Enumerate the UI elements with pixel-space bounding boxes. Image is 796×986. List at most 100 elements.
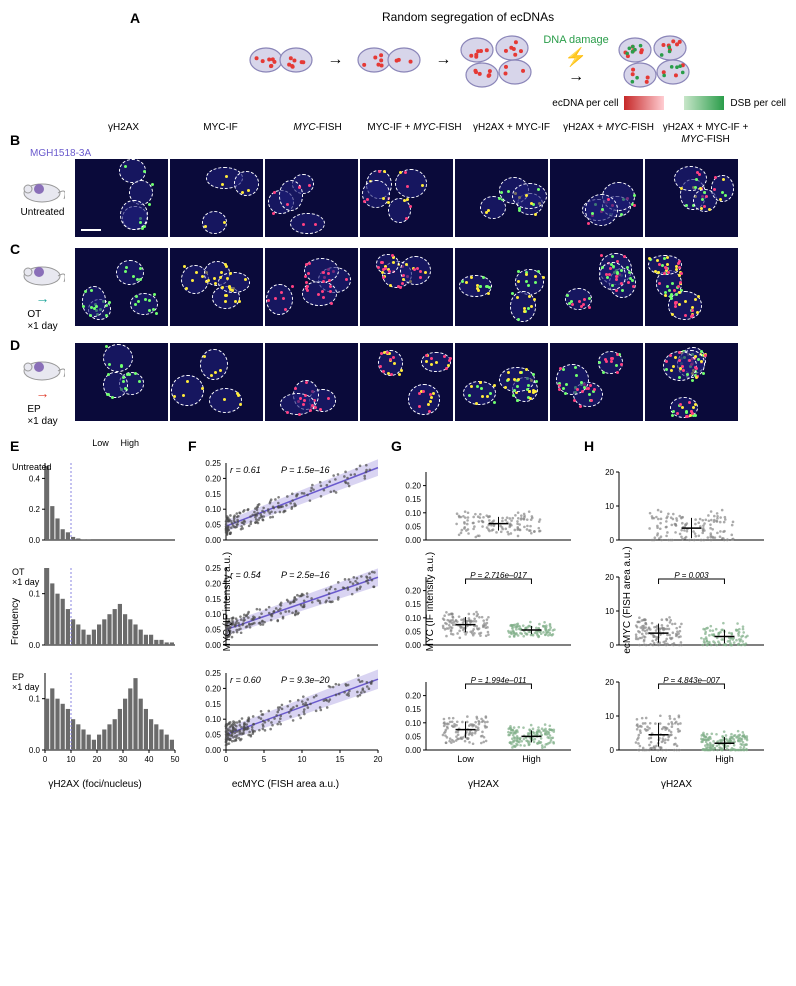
panel-c-label: C <box>10 241 20 258</box>
panel-f-ylabel: MYC (IF intensity a.u.) <box>222 552 233 651</box>
strip-1: 01020P = 0.003ecMYC (FISH area a.u.) <box>584 563 769 668</box>
microscopy-row-c: C→OT ×1 day <box>10 241 786 333</box>
svg-text:0.1: 0.1 <box>29 590 41 599</box>
svg-text:EP: EP <box>12 672 24 682</box>
panel-a: A Random segregation of ecDNAs → → DNA d… <box>10 10 786 110</box>
svg-text:0.25: 0.25 <box>205 459 221 468</box>
panel-e-xlabel: γH2AX (foci/nucleus) <box>10 779 180 790</box>
svg-text:P = 4.843e–007: P = 4.843e–007 <box>663 676 720 685</box>
svg-text:×1 day: ×1 day <box>12 577 40 587</box>
micro-image <box>360 159 453 237</box>
svg-text:P = 0.003: P = 0.003 <box>674 571 709 580</box>
svg-text:40: 40 <box>145 755 154 764</box>
svg-text:0.10: 0.10 <box>205 610 221 619</box>
svg-text:20: 20 <box>93 755 102 764</box>
svg-text:15: 15 <box>336 755 345 764</box>
cells-gen3 <box>457 30 537 90</box>
svg-text:0.2: 0.2 <box>29 505 41 514</box>
panel-a-content: Random segregation of ecDNAs → → DNA dam… <box>150 10 786 110</box>
row-left: D→EP ×1 day <box>10 337 75 429</box>
strip-0: 01020 <box>584 458 769 563</box>
svg-text:0.20: 0.20 <box>205 580 221 589</box>
microscopy-row-b: Untreated <box>10 159 786 237</box>
svg-text:0.15: 0.15 <box>405 705 421 714</box>
treatment-label: Untreated <box>21 207 65 219</box>
mouse-icon <box>20 177 65 205</box>
histogram-0: 0.0 0.2 0.4 Untreated <box>10 458 180 563</box>
micro-image <box>550 343 643 421</box>
micro-image <box>360 343 453 421</box>
micro-image <box>645 343 738 421</box>
legend-ecdna-label: ecDNA per cell <box>552 98 618 109</box>
micro-image <box>645 248 738 326</box>
ylabel: ecMYC (FISH area a.u.) <box>622 546 633 653</box>
svg-text:0.00: 0.00 <box>205 536 221 545</box>
micro-image <box>550 248 643 326</box>
svg-text:0: 0 <box>610 641 615 650</box>
model-name: MGH1518-3A <box>30 148 786 159</box>
svg-text:Low: Low <box>457 754 474 764</box>
micro-image <box>645 159 738 237</box>
svg-text:50: 50 <box>171 755 180 764</box>
panel-e: E Low High 0.00.20.4Untreated0.00.1OT×1 … <box>10 438 180 790</box>
micro-image <box>265 248 358 326</box>
micro-image <box>75 248 168 326</box>
svg-text:10: 10 <box>298 755 307 764</box>
panel-h-label: H <box>584 438 594 454</box>
svg-text:0.00: 0.00 <box>405 641 421 650</box>
svg-text:0.0: 0.0 <box>29 746 41 755</box>
histogram-1: 0.00.1OT×1 dayFrequency <box>10 563 180 668</box>
legend-dsb-label: DSB per cell <box>730 98 786 109</box>
svg-text:r = 0.54: r = 0.54 <box>230 570 261 580</box>
svg-text:r = 0.61: r = 0.61 <box>230 465 261 475</box>
svg-text:0.10: 0.10 <box>205 715 221 724</box>
strip-1: 0.000.100.200.050.15P = 2.716e–017MYC (I… <box>391 563 576 668</box>
svg-text:0.00: 0.00 <box>205 746 221 755</box>
high-label: High <box>120 438 139 448</box>
panel-h: H 0102001020P = 0.003ecMYC (FISH area a.… <box>584 438 769 790</box>
svg-text:0.25: 0.25 <box>205 564 221 573</box>
cells-gen1 <box>241 30 321 90</box>
svg-text:OT: OT <box>12 567 25 577</box>
svg-text:20: 20 <box>605 573 614 582</box>
micro-image <box>550 159 643 237</box>
svg-text:0.20: 0.20 <box>405 482 421 491</box>
microscopy-headers: γH2AXMYC-IFMYC-FISHMYC-IF + MYC-FISHγH2A… <box>75 120 754 148</box>
svg-text:0.20: 0.20 <box>405 587 421 596</box>
scatter-2: 0.000.100.200.050.150.2505101520r = 0.60… <box>188 668 383 773</box>
svg-text:P = 9.3e–20: P = 9.3e–20 <box>281 675 329 685</box>
arrow-icon: → <box>327 51 343 69</box>
ylabel: MYC (IF intensity a.u.) <box>425 552 436 651</box>
mouse-icon <box>20 355 65 383</box>
panel-a-legend: ecDNA per cell DSB per cell <box>150 96 786 110</box>
micro-image <box>75 159 168 237</box>
svg-text:20: 20 <box>374 755 383 764</box>
cells-gen2 <box>349 30 429 90</box>
gradient-ecdna <box>624 96 664 110</box>
svg-text:0.0: 0.0 <box>29 536 41 545</box>
arrow-icon: → <box>568 68 584 86</box>
panel-g: G 0.000.100.200.050.150.000.100.200.050.… <box>391 438 576 790</box>
svg-text:High: High <box>522 754 541 764</box>
micro-image <box>265 159 358 237</box>
panel-f-label: F <box>188 438 197 454</box>
svg-text:10: 10 <box>605 502 614 511</box>
svg-text:0.15: 0.15 <box>405 495 421 504</box>
micro-image <box>170 159 263 237</box>
svg-text:Untreated: Untreated <box>12 462 52 472</box>
svg-text:30: 30 <box>119 755 128 764</box>
svg-text:High: High <box>715 754 734 764</box>
micro-header-cell: γH2AX + MYC-FISH <box>560 120 657 148</box>
svg-text:0.10: 0.10 <box>405 509 421 518</box>
svg-text:0.4: 0.4 <box>29 475 41 484</box>
micro-images <box>75 343 738 421</box>
micro-image <box>455 248 548 326</box>
panel-a-label: A <box>130 10 140 26</box>
cell-diagram: → → DNA damage ⚡ → <box>150 30 786 90</box>
svg-text:10: 10 <box>605 712 614 721</box>
panel-d-label: D <box>10 337 20 354</box>
treatment-arrow-icon: → <box>36 290 50 307</box>
micro-header-cell: MYC-FISH <box>269 120 366 148</box>
charts-row: E Low High 0.00.20.4Untreated0.00.1OT×1 … <box>10 438 786 790</box>
svg-text:0.20: 0.20 <box>205 475 221 484</box>
